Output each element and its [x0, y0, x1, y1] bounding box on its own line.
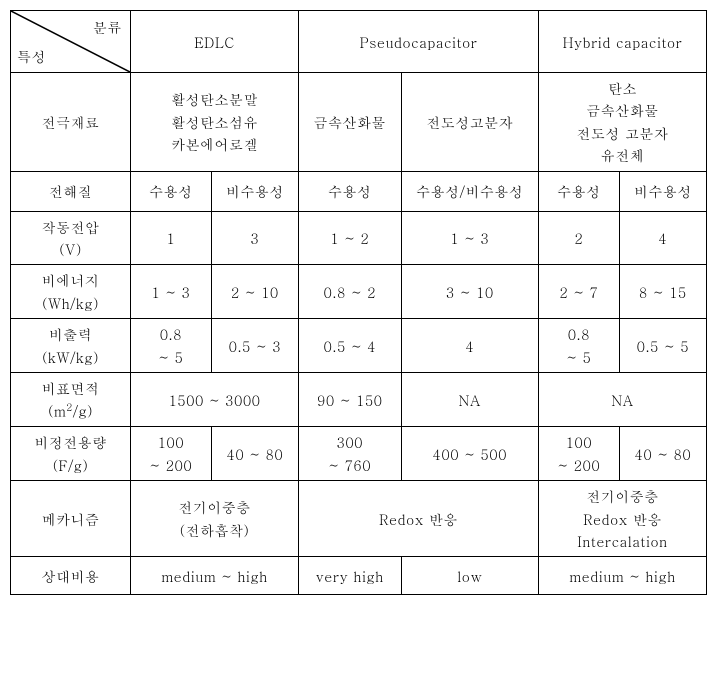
hybrid-electrolyte-b: 비수용성 — [619, 171, 706, 211]
hybrid-capacitance-b: 40 ~ 80 — [619, 427, 706, 481]
row-label-electrolyte: 전해질 — [11, 171, 131, 211]
row-label-electrode: 전극재료 — [11, 73, 131, 172]
pseudo-electrode-a: 금속산화물 — [298, 73, 401, 172]
pseudo-energy-b: 3 ~ 10 — [401, 265, 538, 319]
surface-label-post: /g) — [73, 401, 93, 421]
table-row: 전해질 수용성 비수용성 수용성 수용성/비수용성 수용성 비수용성 — [11, 171, 707, 211]
hybrid-voltage-a: 2 — [538, 211, 619, 265]
hybrid-electrode: 탄소금속산화물전도성 고분자유전체 — [538, 73, 706, 172]
pseudo-cost-a: very high — [298, 557, 401, 595]
hybrid-power-a: 0.8~ 5 — [538, 319, 619, 373]
edlc-capacitance-a: 100~ 200 — [130, 427, 211, 481]
hybrid-surface: NA — [538, 372, 706, 426]
edlc-power-a: 0.8~ 5 — [130, 319, 211, 373]
hybrid-electrolyte-a: 수용성 — [538, 171, 619, 211]
pseudo-electrolyte-a: 수용성 — [298, 171, 401, 211]
row-label-cost: 상대비용 — [11, 557, 131, 595]
col-header-hybrid: Hybrid capacitor — [538, 11, 706, 73]
table-row: 비정전용량(F/g) 100~ 200 40 ~ 80 300~ 760 400… — [11, 427, 707, 481]
edlc-mechanism: 전기이중층(전하흡착) — [130, 481, 298, 557]
pseudo-mechanism: Redox 반응 — [298, 481, 538, 557]
edlc-power-b: 0.5 ~ 3 — [211, 319, 298, 373]
hybrid-mechanism: 전기이중층Redox 반응Intercalation — [538, 481, 706, 557]
edlc-cost: medium ~ high — [130, 557, 298, 595]
hybrid-energy-b: 8 ~ 15 — [619, 265, 706, 319]
row-label-energy: 비에너지(Wh/kg) — [11, 265, 131, 319]
table-header-row: 분류 특성 EDLC Pseudocapacitor Hybrid capaci… — [11, 11, 707, 73]
edlc-electrolyte-a: 수용성 — [130, 171, 211, 211]
edlc-electrolyte-b: 비수용성 — [211, 171, 298, 211]
table-row: 전극재료 활성탄소분말활성탄소섬유카본에어로겔 금속산화물 전도성고분자 탄소금… — [11, 73, 707, 172]
col-header-pseudo: Pseudocapacitor — [298, 11, 538, 73]
pseudo-energy-a: 0.8 ~ 2 — [298, 265, 401, 319]
pseudo-power-b: 4 — [401, 319, 538, 373]
header-property-label: 특성 — [17, 46, 46, 66]
pseudo-cost-b: low — [401, 557, 538, 595]
row-label-surface: 비표면적(m2/g) — [11, 372, 131, 426]
edlc-electrode: 활성탄소분말활성탄소섬유카본에어로겔 — [130, 73, 298, 172]
pseudo-capacitance-a: 300~ 760 — [298, 427, 401, 481]
hybrid-energy-a: 2 ~ 7 — [538, 265, 619, 319]
table-row: 상대비용 medium ~ high very high low medium … — [11, 557, 707, 595]
edlc-voltage-b: 3 — [211, 211, 298, 265]
pseudo-power-a: 0.5 ~ 4 — [298, 319, 401, 373]
col-header-edlc: EDLC — [130, 11, 298, 73]
table-row: 비표면적(m2/g) 1500 ~ 3000 90 ~ 150 NA NA — [11, 372, 707, 426]
pseudo-voltage-b: 1 ~ 3 — [401, 211, 538, 265]
pseudo-surface-a: 90 ~ 150 — [298, 372, 401, 426]
pseudo-electrode-b: 전도성고분자 — [401, 73, 538, 172]
hybrid-cost: medium ~ high — [538, 557, 706, 595]
diagonal-header: 분류 특성 — [11, 11, 131, 73]
table-row: 메카니즘 전기이중층(전하흡착) Redox 반응 전기이중층Redox 반응I… — [11, 481, 707, 557]
row-label-capacitance: 비정전용량(F/g) — [11, 427, 131, 481]
edlc-voltage-a: 1 — [130, 211, 211, 265]
pseudo-electrolyte-b: 수용성/비수용성 — [401, 171, 538, 211]
pseudo-surface-b: NA — [401, 372, 538, 426]
row-label-mechanism: 메카니즘 — [11, 481, 131, 557]
edlc-energy-b: 2 ~ 10 — [211, 265, 298, 319]
hybrid-voltage-b: 4 — [619, 211, 706, 265]
edlc-capacitance-b: 40 ~ 80 — [211, 427, 298, 481]
edlc-surface: 1500 ~ 3000 — [130, 372, 298, 426]
header-category-label: 분류 — [93, 17, 122, 37]
edlc-energy-a: 1 ~ 3 — [130, 265, 211, 319]
row-label-voltage: 작동전압(V) — [11, 211, 131, 265]
table-row: 작동전압(V) 1 3 1 ~ 2 1 ~ 3 2 4 — [11, 211, 707, 265]
hybrid-capacitance-a: 100~ 200 — [538, 427, 619, 481]
table-row: 비출력(kW/kg) 0.8~ 5 0.5 ~ 3 0.5 ~ 4 4 0.8~… — [11, 319, 707, 373]
capacitor-comparison-table: 분류 특성 EDLC Pseudocapacitor Hybrid capaci… — [10, 10, 707, 595]
table-row: 비에너지(Wh/kg) 1 ~ 3 2 ~ 10 0.8 ~ 2 3 ~ 10 … — [11, 265, 707, 319]
row-label-power: 비출력(kW/kg) — [11, 319, 131, 373]
hybrid-power-b: 0.5 ~ 5 — [619, 319, 706, 373]
pseudo-voltage-a: 1 ~ 2 — [298, 211, 401, 265]
pseudo-capacitance-b: 400 ~ 500 — [401, 427, 538, 481]
